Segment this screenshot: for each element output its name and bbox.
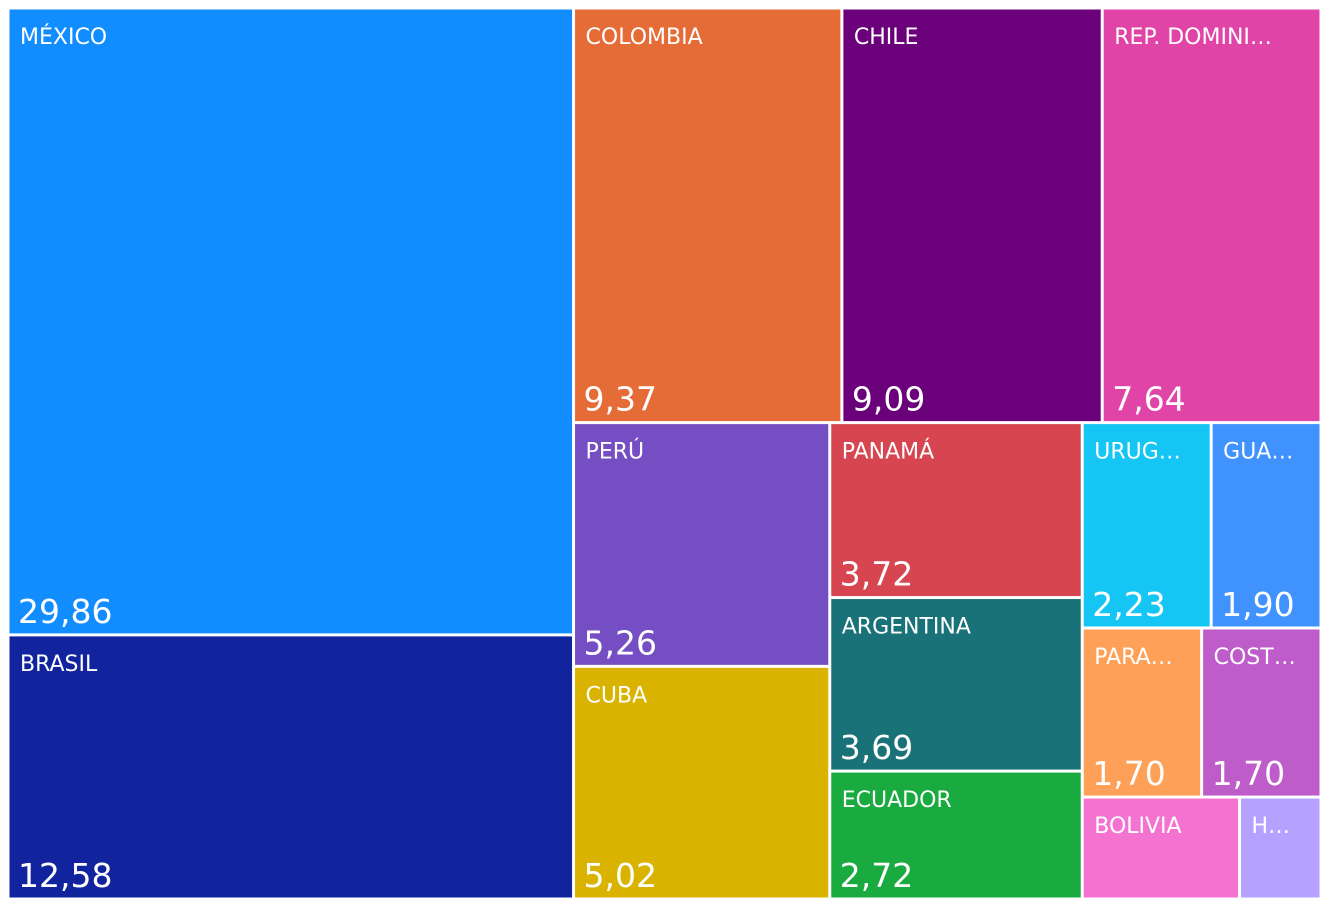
tile-label: GUA… bbox=[1223, 440, 1293, 465]
tile bbox=[1203, 629, 1320, 796]
tile bbox=[9, 9, 573, 634]
tile-label: BRASIL bbox=[20, 652, 98, 677]
value-label: 5,02 bbox=[584, 856, 657, 895]
tile-label: H… bbox=[1251, 814, 1290, 839]
value-label: 7,64 bbox=[1112, 380, 1185, 419]
tile bbox=[831, 424, 1081, 597]
tile-label: ARGENTINA bbox=[842, 615, 971, 640]
tile-label: COLOMBIA bbox=[586, 25, 703, 50]
tile-label: BOLIVIA bbox=[1094, 814, 1181, 839]
tile-label: PERÚ bbox=[586, 439, 645, 465]
tile bbox=[575, 9, 841, 422]
tile bbox=[575, 424, 829, 665]
value-label: 1,70 bbox=[1092, 754, 1165, 793]
tile bbox=[831, 599, 1081, 770]
value-label: 12,58 bbox=[18, 856, 112, 895]
tile bbox=[843, 9, 1101, 422]
tile-label: PARA… bbox=[1094, 645, 1172, 670]
tile-label: CUBA bbox=[586, 683, 648, 708]
tile bbox=[831, 772, 1081, 898]
value-label: 2,72 bbox=[840, 856, 913, 895]
tile bbox=[1103, 9, 1320, 422]
tile bbox=[1083, 424, 1210, 627]
tile-label: CHILE bbox=[854, 25, 919, 50]
value-label: 3,72 bbox=[840, 555, 913, 594]
value-label: 9,09 bbox=[852, 380, 925, 419]
value-label: 1,90 bbox=[1221, 585, 1294, 624]
value-label: 1,70 bbox=[1212, 754, 1285, 793]
value-label: 9,37 bbox=[584, 380, 657, 419]
tile-label: COST… bbox=[1214, 645, 1296, 670]
value-label: 3,69 bbox=[840, 728, 913, 767]
tile-label: ECUADOR bbox=[842, 788, 952, 813]
tile bbox=[1083, 798, 1238, 898]
tile bbox=[1083, 629, 1201, 796]
value-label: 2,23 bbox=[1092, 585, 1165, 624]
tile-label: MÉXICO bbox=[20, 24, 107, 50]
tile bbox=[1240, 798, 1320, 898]
tile bbox=[9, 636, 573, 898]
tile bbox=[575, 667, 829, 898]
tile bbox=[1212, 424, 1320, 627]
tile-label: PANAMÁ bbox=[842, 439, 934, 465]
tile-label: REP. DOMINI… bbox=[1114, 25, 1272, 50]
value-label: 5,26 bbox=[584, 623, 657, 662]
tile-label: URUG… bbox=[1094, 440, 1181, 465]
value-label: 29,86 bbox=[18, 592, 112, 631]
